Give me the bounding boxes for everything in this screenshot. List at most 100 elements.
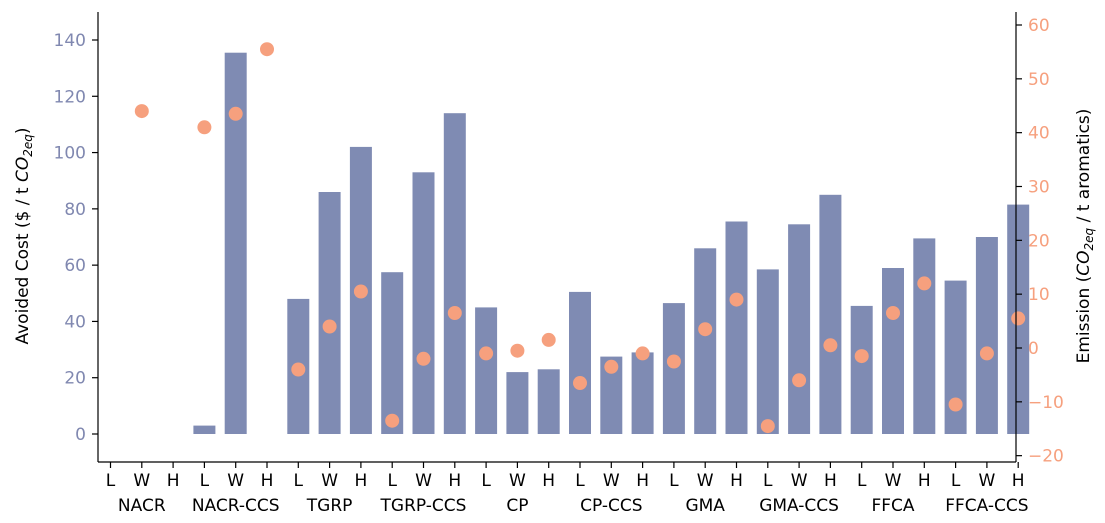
group-label-GMA: GMA: [685, 496, 725, 516]
point-CP-H: [541, 332, 556, 347]
group-label-NACR: NACR: [118, 496, 166, 516]
x-tick-label-H: H: [730, 471, 743, 491]
right-axis-label-part-2: CO: [1074, 250, 1094, 275]
x-tick-label-L: L: [387, 471, 397, 491]
x-tick-label-H: H: [542, 471, 555, 491]
group-label-FFCA-CCS: FFCA-CCS: [945, 496, 1028, 516]
left-tick-label: 20: [64, 369, 86, 389]
point-GMA-W: [698, 322, 713, 337]
left-axis-label-part-1: Avoided Cost ($ / t: [13, 182, 33, 345]
group-label-CP: CP: [506, 496, 528, 516]
points-layer: [134, 42, 1026, 434]
axes-layer: [97, 12, 1017, 463]
group-label-CP-CCS: CP-CCS: [580, 496, 642, 516]
point-TGRP-W: [322, 319, 337, 334]
bar-NACR-CCS-W: [224, 52, 247, 434]
right-axis-ticks: 60 50 40 30 20 10 0 −10 −20: [1016, 16, 1064, 467]
bar-GMA-L: [662, 303, 685, 434]
left-tick-label: 40: [64, 312, 86, 332]
x-tick-label-L: L: [763, 471, 773, 491]
point-FFCA-L: [854, 349, 869, 364]
bars-layer: [193, 52, 1030, 435]
x-tick-label-W: W: [697, 471, 714, 491]
bar-GMA-CCS-H: [819, 194, 842, 434]
x-tick-label-H: H: [824, 471, 837, 491]
left-tick-label: 60: [64, 256, 86, 276]
x-tick-label-L: L: [106, 471, 116, 491]
point-GMA-CCS-H: [823, 338, 838, 353]
bar-CP-CCS-H: [631, 352, 654, 434]
point-GMA-H: [729, 292, 744, 307]
x-tick-label-W: W: [791, 471, 808, 491]
x-tick-label-H: H: [261, 471, 274, 491]
point-GMA-L: [666, 354, 681, 369]
x-tick-label-H: H: [167, 471, 180, 491]
point-TGRP-H: [353, 284, 368, 299]
right-tick-label: 50: [1028, 70, 1050, 90]
point-NACR-CCS-L: [197, 120, 212, 135]
right-axis-label: Emission (CO2eq / t aromatics): [1074, 109, 1096, 364]
x-tick-label-H: H: [355, 471, 368, 491]
point-NACR-W: [134, 104, 149, 119]
right-tick-label: −10: [1028, 393, 1064, 413]
right-tick-label: 60: [1028, 16, 1050, 36]
x-tick-label-W: W: [603, 471, 620, 491]
x-tick-label-W: W: [321, 471, 338, 491]
x-tick-label-W: W: [133, 471, 150, 491]
bar-GMA-CCS-W: [788, 224, 811, 434]
bar-FFCA-W: [882, 268, 904, 434]
point-CP-CCS-W: [604, 359, 619, 374]
bar-TGRP-CCS-H: [443, 113, 466, 434]
point-TGRP-CCS-W: [416, 351, 431, 366]
x-tick-label-H: H: [636, 471, 649, 491]
group-label-NACR-CCS: NACR-CCS: [192, 496, 280, 516]
bar-CP-CCS-L: [569, 291, 591, 434]
point-TGRP-CCS-L: [385, 413, 400, 428]
bar-FFCA-CCS-W: [975, 237, 998, 434]
bar-CP-L: [475, 307, 498, 434]
bar-NACR-CCS-L: [193, 425, 216, 434]
x-tick-label-H: H: [448, 471, 461, 491]
right-tick-label: 20: [1028, 231, 1050, 251]
point-FFCA-H: [917, 276, 932, 291]
point-CP-L: [479, 346, 494, 361]
left-tick-label: 0: [75, 425, 86, 445]
point-CP-CCS-L: [573, 376, 587, 390]
group-label-TGRP: TGRP: [306, 496, 353, 516]
x-tick-label-L: L: [481, 471, 491, 491]
point-TGRP-CCS-H: [447, 306, 462, 320]
x-tick-label-L: L: [669, 471, 679, 491]
right-axis-label-part-1: Emission (: [1074, 276, 1094, 364]
x-tick-label-L: L: [294, 471, 304, 491]
right-tick-label: 30: [1028, 178, 1050, 198]
left-axis-label-part-4: ): [13, 127, 33, 134]
right-tick-label: 10: [1028, 285, 1050, 305]
point-NACR-CCS-H: [260, 42, 274, 57]
bar-TGRP-CCS-W: [412, 172, 435, 435]
point-GMA-CCS-W: [792, 373, 807, 388]
left-axis-label-part-3: 2eq: [21, 134, 35, 157]
bar-FFCA-CCS-L: [944, 280, 967, 434]
x-tick-label-W: W: [509, 471, 526, 491]
x-tick-label-H: H: [1012, 471, 1025, 491]
x-tick-label-W: W: [885, 471, 902, 491]
x-tick-label-L: L: [200, 471, 210, 491]
point-FFCA-W: [886, 306, 900, 320]
left-axis-label-part-2: CO: [13, 157, 33, 182]
x-tick-label-W: W: [415, 471, 432, 491]
bar-GMA-H: [725, 221, 748, 434]
left-tick-label: 100: [54, 144, 86, 164]
bar-GMA-W: [694, 248, 717, 434]
bar-TGRP-W: [318, 192, 341, 434]
x-tick-label-H: H: [918, 471, 931, 491]
point-CP-CCS-H: [635, 346, 650, 361]
x-tick-label-W: W: [978, 471, 995, 491]
group-label-GMA-CCS: GMA-CCS: [759, 496, 839, 516]
left-axis-label: Avoided Cost ($ / t CO2eq): [13, 127, 35, 344]
right-tick-label: −20: [1028, 447, 1064, 467]
x-tick-label-L: L: [575, 471, 585, 491]
bar-CP-H: [537, 369, 560, 434]
left-tick-label: 140: [54, 31, 86, 51]
x-tick-label-L: L: [857, 471, 867, 491]
